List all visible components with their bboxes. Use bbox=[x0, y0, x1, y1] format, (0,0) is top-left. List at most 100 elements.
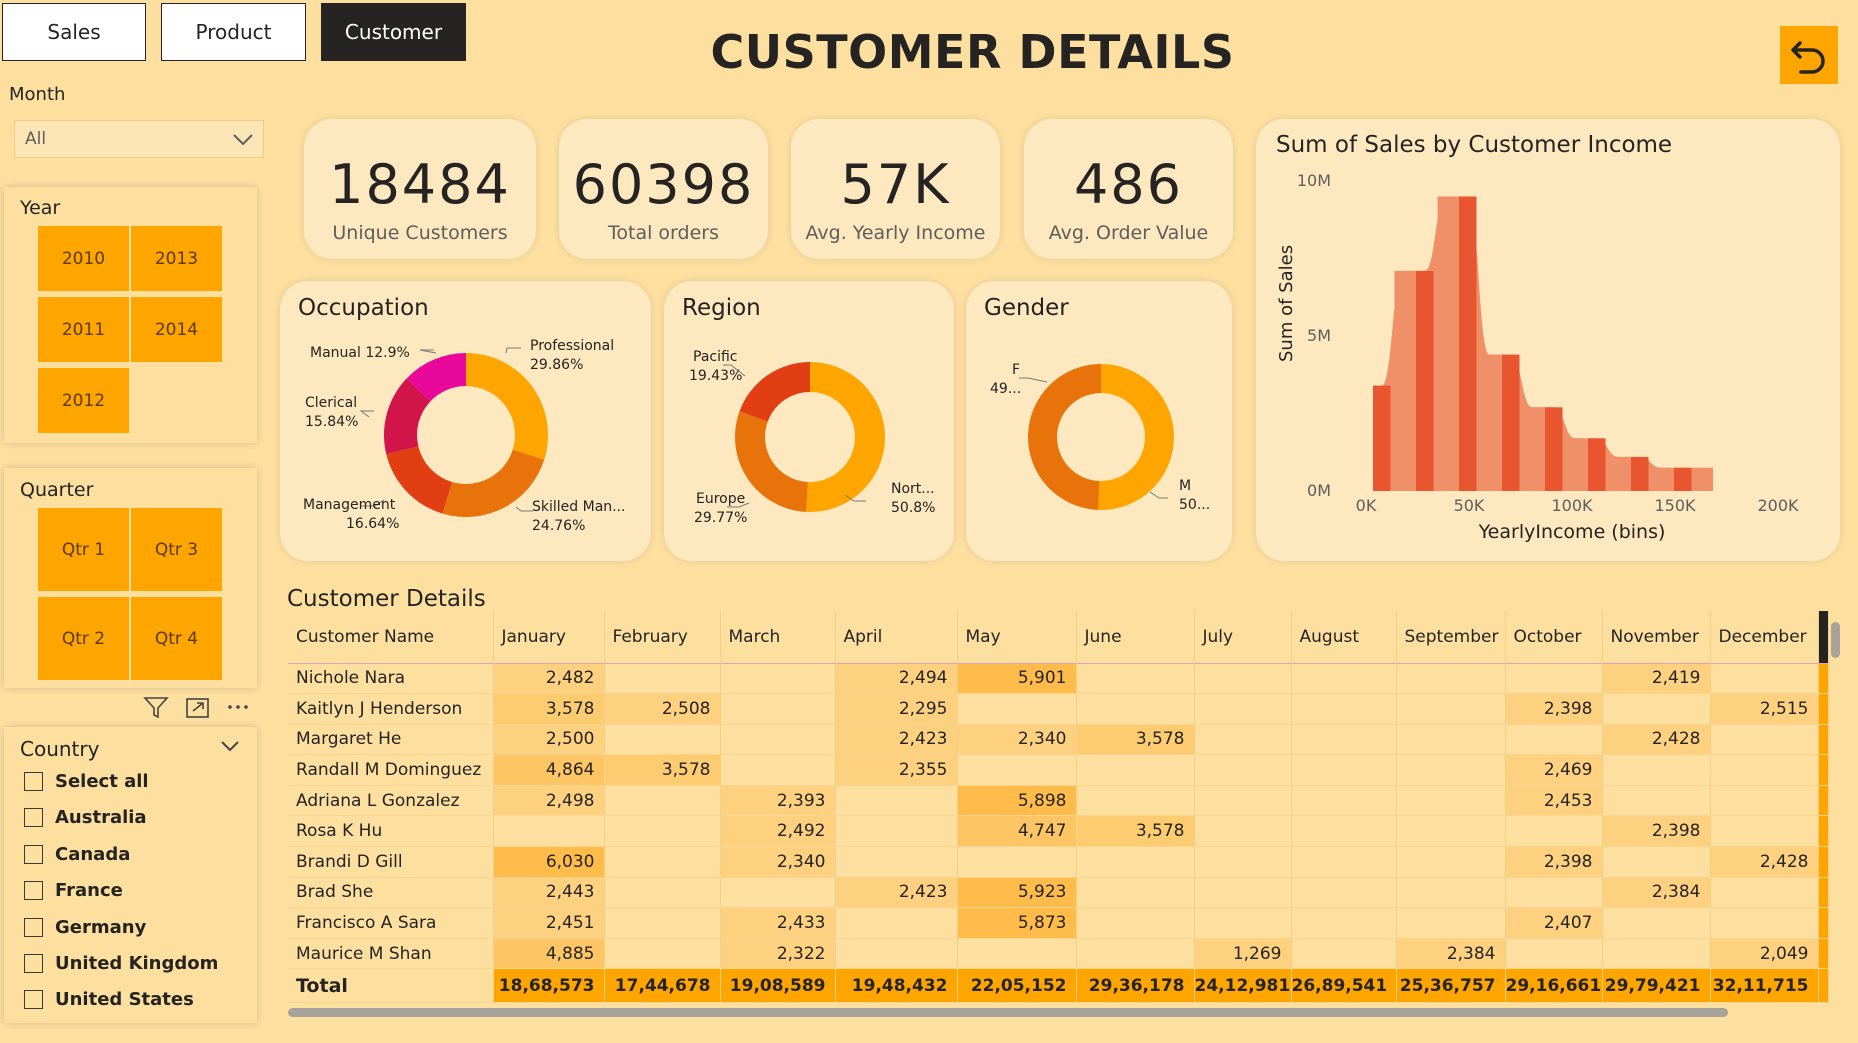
sales-cell: 2,393 bbox=[720, 785, 836, 817]
income-bar[interactable] bbox=[1674, 467, 1692, 491]
table-row[interactable]: Brad She 2,443 2,423 5,923 2,384 bbox=[288, 877, 1829, 909]
occupation-slice-professional[interactable] bbox=[466, 353, 548, 460]
col-header-april[interactable]: April bbox=[835, 611, 958, 663]
region-slice-north-america[interactable] bbox=[806, 362, 885, 512]
col-header-march[interactable]: March bbox=[720, 611, 836, 663]
occupation-slice-clerical[interactable] bbox=[384, 378, 431, 455]
occupation-slice-manual[interactable] bbox=[406, 353, 466, 402]
checkbox-france[interactable] bbox=[24, 881, 43, 900]
checkbox-australia[interactable] bbox=[24, 808, 43, 827]
back-arrow-icon bbox=[1791, 41, 1825, 74]
sales-cell: 2,340 bbox=[957, 724, 1077, 756]
sales-cell bbox=[1076, 754, 1195, 786]
occupation-slice-skilled-manual[interactable] bbox=[442, 449, 545, 517]
table-row[interactable]: Brandi D Gill 6,030 2,340 2,398 2,428 bbox=[288, 846, 1829, 878]
table-row[interactable]: Randall M Dominguez 4,864 3,578 2,355 2,469 bbox=[288, 754, 1829, 786]
horizontal-scrollbar[interactable] bbox=[288, 1008, 1728, 1017]
checkbox-canada[interactable] bbox=[24, 845, 43, 864]
quarter-tile-q3[interactable]: Qtr 3 bbox=[131, 508, 222, 591]
col-header-january[interactable]: January bbox=[493, 611, 605, 663]
income-bar[interactable] bbox=[1566, 438, 1585, 491]
table-row[interactable]: Margaret He 2,500 2,423 2,340 3,578 2,428 bbox=[288, 724, 1829, 756]
income-bar[interactable] bbox=[1480, 354, 1499, 491]
nav-product-button[interactable]: Product bbox=[161, 3, 306, 61]
sales-cell bbox=[1505, 724, 1603, 756]
nav-customer-button[interactable]: Customer bbox=[321, 3, 466, 61]
table-row[interactable]: Nichole Nara 2,482 2,494 5,901 2,419 bbox=[288, 663, 1829, 695]
income-bar[interactable] bbox=[1459, 196, 1477, 492]
col-header-september[interactable]: September bbox=[1396, 611, 1506, 663]
table-row[interactable]: Adriana L Gonzalez 2,498 2,393 5,898 2,453 bbox=[288, 785, 1829, 817]
occupation-slice-management[interactable] bbox=[386, 446, 452, 514]
col-header-july[interactable]: July bbox=[1194, 611, 1292, 663]
sales-cell bbox=[1291, 754, 1397, 786]
income-bar[interactable] bbox=[1373, 385, 1391, 491]
quarter-tile-q2[interactable]: Qtr 2 bbox=[38, 597, 129, 680]
sales-cell bbox=[1194, 724, 1292, 756]
sales-cell bbox=[1396, 785, 1506, 817]
checkbox-select-all[interactable] bbox=[24, 772, 43, 791]
checkbox-united-states[interactable] bbox=[24, 990, 43, 1009]
quarter-tile-q1[interactable]: Qtr 1 bbox=[38, 508, 129, 591]
gender-slice-m[interactable] bbox=[1098, 364, 1174, 510]
income-bar[interactable] bbox=[1437, 196, 1456, 492]
table-row[interactable]: Rosa K Hu 2,492 4,747 3,578 2,398 bbox=[288, 815, 1829, 848]
month-dropdown[interactable]: All bbox=[14, 120, 264, 158]
sales-cell: 2,419 bbox=[1602, 663, 1711, 695]
income-bar[interactable] bbox=[1502, 354, 1520, 491]
gender-label-f: F bbox=[1012, 362, 1021, 378]
back-button[interactable] bbox=[1780, 26, 1838, 84]
table-title: Customer Details bbox=[287, 586, 486, 612]
total-cell: 29,79,421 bbox=[1602, 968, 1711, 1004]
sales-cell bbox=[1396, 846, 1506, 878]
year-tile-2011[interactable]: 2011 bbox=[38, 297, 129, 362]
col-header-november[interactable]: November bbox=[1602, 611, 1711, 663]
region-slice-pacific[interactable] bbox=[739, 362, 810, 422]
income-bar[interactable] bbox=[1394, 270, 1413, 491]
col-header-october[interactable]: October bbox=[1505, 611, 1603, 663]
sales-cell: 2,515 bbox=[1710, 693, 1819, 725]
income-bar[interactable] bbox=[1631, 456, 1649, 491]
quarter-tile-q4[interactable]: Qtr 4 bbox=[131, 597, 222, 680]
year-tile-2014[interactable]: 2014 bbox=[131, 297, 222, 362]
checkbox-united-kingdom[interactable] bbox=[24, 954, 43, 973]
nav-sales-button[interactable]: Sales bbox=[2, 3, 146, 61]
col-header-december[interactable]: December bbox=[1710, 611, 1819, 663]
focus-mode-icon[interactable] bbox=[184, 695, 212, 721]
col-header-august[interactable]: August bbox=[1291, 611, 1397, 663]
total-cell: 18,68,573 bbox=[493, 968, 605, 1004]
sales-cell bbox=[720, 877, 836, 909]
x-tick-50k: 50K bbox=[1453, 496, 1485, 515]
sales-cell bbox=[957, 693, 1077, 725]
vertical-scrollbar[interactable] bbox=[1831, 622, 1840, 658]
table-row[interactable]: Maurice M Shan 4,885 2,322 1,269 2,384 2,049 bbox=[288, 938, 1829, 970]
income-bar[interactable] bbox=[1609, 456, 1628, 491]
col-header-may[interactable]: May bbox=[957, 611, 1077, 663]
income-bar[interactable] bbox=[1545, 407, 1563, 491]
more-options-icon[interactable] bbox=[224, 695, 252, 721]
kpi-card-avg-yearly-income: 57K Avg. Yearly Income bbox=[791, 119, 1000, 259]
income-bar[interactable] bbox=[1695, 467, 1714, 491]
region-label-north-america: Nort... bbox=[891, 481, 935, 497]
col-header-june[interactable]: June bbox=[1076, 611, 1195, 663]
sales-cell bbox=[1291, 815, 1397, 848]
col-header-customer-name[interactable]: Customer Name bbox=[288, 611, 494, 663]
year-tile-2010[interactable]: 2010 bbox=[38, 226, 129, 291]
total-cell: 24,12,981 bbox=[1194, 968, 1292, 1004]
region-slice-europe[interactable] bbox=[735, 411, 808, 512]
checkbox-germany[interactable] bbox=[24, 918, 43, 937]
col-header-february[interactable]: February bbox=[604, 611, 721, 663]
table-row[interactable]: Kaitlyn J Henderson 3,578 2,508 2,295 2,398 2… bbox=[288, 693, 1829, 725]
year-tile-2012[interactable]: 2012 bbox=[38, 368, 129, 433]
gender-slice-f[interactable] bbox=[1028, 364, 1101, 510]
income-bar[interactable] bbox=[1523, 407, 1542, 491]
occupation-label-manual: Manual 12.9% bbox=[310, 345, 410, 361]
chevron-down-icon[interactable] bbox=[221, 741, 239, 752]
table-row[interactable]: Francisco A Sara 2,451 2,433 5,873 2,407 bbox=[288, 907, 1829, 939]
filter-icon[interactable] bbox=[142, 695, 170, 721]
income-bar[interactable] bbox=[1416, 270, 1434, 491]
occupation-label-management: Management bbox=[303, 497, 396, 513]
year-tile-2013[interactable]: 2013 bbox=[131, 226, 222, 291]
income-bar[interactable] bbox=[1652, 467, 1671, 491]
income-bar[interactable] bbox=[1588, 438, 1606, 491]
